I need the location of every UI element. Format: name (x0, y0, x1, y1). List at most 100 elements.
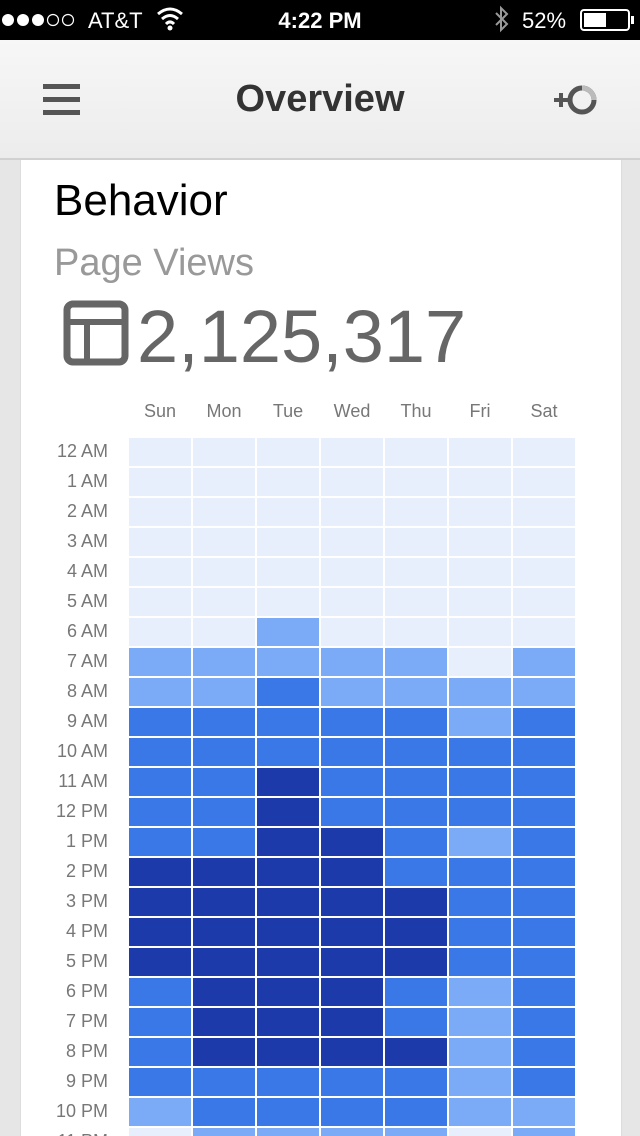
heatmap-cell (129, 948, 191, 976)
metric-value: 2,125,317 (137, 295, 467, 378)
heatmap-cell (129, 798, 191, 826)
heatmap-cell (129, 828, 191, 856)
heatmap-cell (513, 1068, 575, 1096)
heatmap-cell (257, 1098, 319, 1126)
heatmap-cell (193, 948, 255, 976)
day-label: Sat (530, 401, 557, 421)
heatmap-cell (321, 888, 383, 916)
heatmap-cell (193, 468, 255, 496)
heatmap-cell (321, 438, 383, 466)
heatmap-cell (449, 828, 511, 856)
battery (580, 9, 634, 31)
heatmap-cell (257, 1038, 319, 1066)
heatmap-cell (129, 1068, 191, 1096)
heatmap-cell (385, 978, 447, 1006)
heatmap-cell (449, 1038, 511, 1066)
battery-percent: 52% (522, 8, 567, 33)
heatmap-cell (513, 1008, 575, 1036)
heatmap-cell (257, 588, 319, 616)
hour-label: 12 AM (57, 441, 108, 461)
heatmap-cell (449, 588, 511, 616)
heatmap-cell (257, 528, 319, 556)
heatmap-cell (385, 528, 447, 556)
heatmap-cell (129, 1098, 191, 1126)
heatmap-cell (321, 858, 383, 886)
section-title: Behavior (54, 176, 228, 225)
heatmap-cell (385, 828, 447, 856)
heatmap-cell (193, 498, 255, 526)
heatmap-cell (513, 558, 575, 586)
heatmap-cell (513, 498, 575, 526)
day-label: Sun (144, 401, 176, 421)
heatmap-cell (257, 648, 319, 676)
heatmap-cell (257, 798, 319, 826)
heatmap-cell (385, 1008, 447, 1036)
metric-name: Page Views (54, 242, 254, 284)
day-label: Tue (273, 401, 303, 421)
hour-label: 4 AM (67, 561, 108, 581)
heatmap-cell (257, 738, 319, 766)
heatmap-cell (193, 588, 255, 616)
hour-label: 4 PM (66, 921, 108, 941)
heatmap-cell (449, 438, 511, 466)
hour-label: 2 PM (66, 861, 108, 881)
hour-label: 3 PM (66, 891, 108, 911)
heatmap-cell (193, 1008, 255, 1036)
heatmap-cell (513, 858, 575, 886)
day-label: Wed (334, 401, 371, 421)
heatmap-cell (321, 948, 383, 976)
heatmap-cell (257, 468, 319, 496)
heatmap-cell (193, 1068, 255, 1096)
heatmap-cell (449, 708, 511, 736)
hour-label: 3 AM (67, 531, 108, 551)
heatmap-cell (321, 768, 383, 796)
heatmap-cell (385, 618, 447, 646)
hour-label: 6 PM (66, 981, 108, 1001)
heatmap-cell (321, 1068, 383, 1096)
heatmap-cell (385, 1098, 447, 1126)
hour-label: 10 AM (57, 741, 108, 761)
heatmap-cell (385, 798, 447, 826)
heatmap-cell (513, 798, 575, 826)
heatmap-cell (257, 1068, 319, 1096)
heatmap-cell (321, 468, 383, 496)
heatmap-cell (513, 438, 575, 466)
add-segment-button[interactable] (552, 80, 602, 120)
heatmap-cell (257, 888, 319, 916)
heatmap-cell (321, 978, 383, 1006)
heatmap-cell (129, 678, 191, 706)
heatmap-cell (257, 618, 319, 646)
heatmap-cell (513, 948, 575, 976)
status-bar: AT&T 4:22 PM 52% (0, 0, 640, 40)
heatmap-cell (385, 768, 447, 796)
hour-label: 7 PM (66, 1011, 108, 1031)
day-label: Fri (470, 401, 491, 421)
heatmap-cell (321, 798, 383, 826)
heatmap-cell (257, 978, 319, 1006)
heatmap-cell (129, 528, 191, 556)
heatmap-cell (321, 828, 383, 856)
menu-button[interactable] (43, 82, 83, 118)
heatmap-cell (449, 648, 511, 676)
heatmap-cell (513, 888, 575, 916)
heatmap-cell (193, 798, 255, 826)
heatmap-cell (385, 588, 447, 616)
heatmap-cell (321, 528, 383, 556)
hour-label: 6 AM (67, 621, 108, 641)
heatmap-cell (513, 588, 575, 616)
heatmap-cell (193, 1038, 255, 1066)
hour-label: 8 AM (67, 681, 108, 701)
table-icon[interactable] (63, 300, 129, 366)
heatmap-cell (449, 918, 511, 946)
heatmap-cell (449, 798, 511, 826)
heatmap-cell (129, 648, 191, 676)
heatmap-cell (257, 1128, 319, 1136)
heatmap-cell (513, 528, 575, 556)
heatmap-cell (321, 708, 383, 736)
bluetooth (495, 5, 509, 33)
heatmap-cell (513, 678, 575, 706)
heatmap-cell (385, 708, 447, 736)
hour-label: 10 PM (56, 1101, 108, 1121)
heatmap-cell (193, 438, 255, 466)
